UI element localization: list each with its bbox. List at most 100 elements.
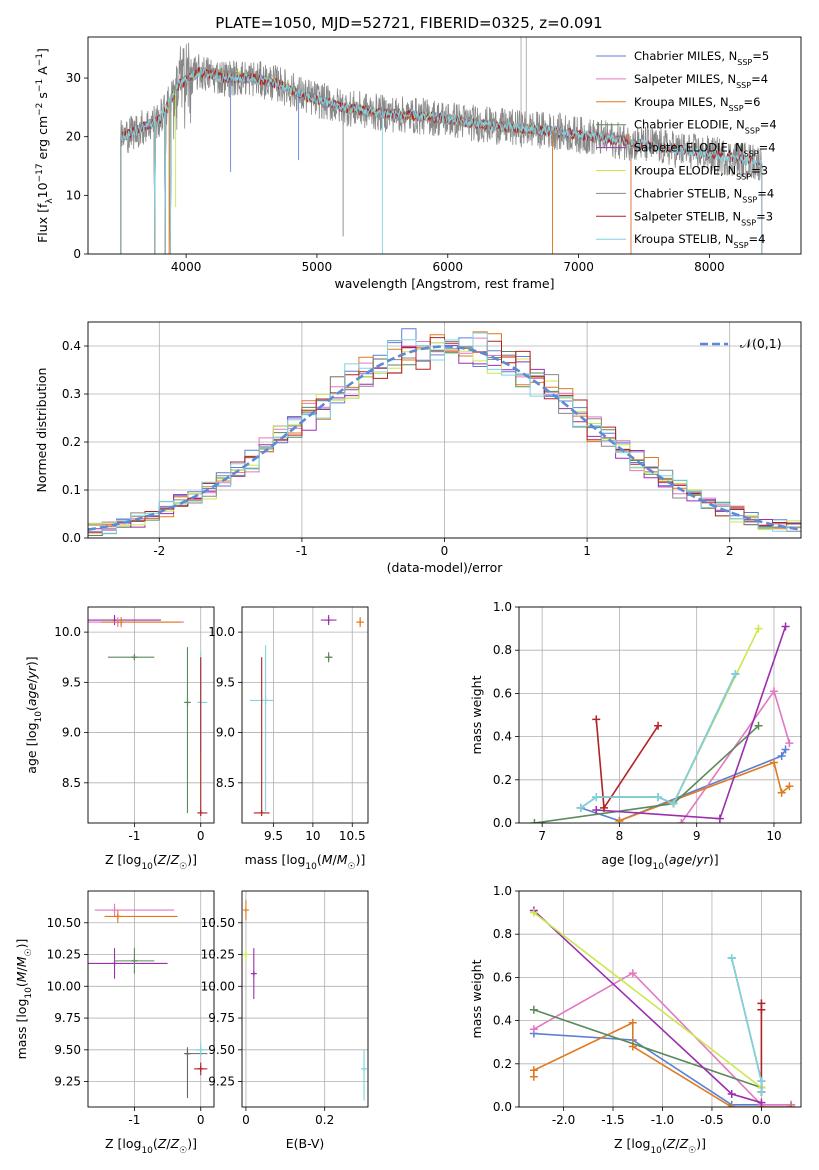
errorbar-marker bbox=[197, 1065, 204, 1072]
weight-point-marker bbox=[769, 687, 778, 696]
y-tick-label: 0.0 bbox=[493, 1100, 512, 1114]
axes-frame bbox=[241, 606, 369, 824]
y-tick-label: 0.8 bbox=[493, 643, 512, 657]
y-tick-label: 9.75 bbox=[208, 1011, 235, 1025]
y-tick-label: 30 bbox=[66, 71, 81, 85]
x-tick-label: -1 bbox=[296, 544, 308, 558]
errorbar-marker bbox=[242, 951, 249, 958]
weight-series-line bbox=[595, 719, 659, 811]
y-tick-label: 9.50 bbox=[208, 1043, 235, 1057]
normal-reference-curve bbox=[88, 345, 801, 531]
errorbar-marker bbox=[111, 907, 118, 914]
y-tick-label: 10.00 bbox=[201, 979, 235, 993]
histogram-series bbox=[88, 332, 801, 537]
legend-entry: Salpeter ELODIE, NSSP=4 bbox=[634, 141, 776, 159]
weight-point-marker bbox=[754, 624, 763, 633]
y-tick-label: 8.5 bbox=[216, 776, 235, 790]
y-tick-label: 0.1 bbox=[62, 483, 81, 497]
weight-series-line bbox=[533, 911, 762, 1089]
y-tick-label: 0.0 bbox=[493, 816, 512, 830]
errorbar-marker bbox=[325, 617, 332, 624]
weight-point-marker bbox=[731, 669, 740, 678]
y-tick-label: 10.50 bbox=[201, 916, 235, 930]
y-tick-label: 0.4 bbox=[493, 1014, 512, 1028]
axes-frame bbox=[518, 890, 802, 1108]
y-tick-label: 9.0 bbox=[216, 726, 235, 740]
weight-point-marker bbox=[530, 819, 539, 823]
y-tick-label: 0 bbox=[73, 247, 81, 261]
weight-point-marker bbox=[777, 752, 786, 761]
weight-point-marker bbox=[654, 721, 663, 730]
errorbar-marker bbox=[184, 1050, 191, 1057]
axes-residuals: -2 -1 0 1 2 0.0 0.1 0.2 0.3 0.4 bbox=[62, 322, 801, 558]
x-tick-label: 2 bbox=[726, 544, 734, 558]
weight-point-marker bbox=[677, 819, 686, 823]
errorbar-marker bbox=[197, 1046, 204, 1053]
x-axis-label: (data-model)/error bbox=[387, 560, 504, 575]
weight-series-line bbox=[730, 957, 763, 1092]
weight-point-marker bbox=[529, 1025, 538, 1034]
x-tick-label: 0 bbox=[441, 544, 449, 558]
axes-spectrum: 4000 5000 6000 7000 8000 0 10 20 30 bbox=[66, 71, 725, 274]
y-tick-label: 10.25 bbox=[47, 948, 81, 962]
weight-point-marker bbox=[592, 793, 601, 802]
y-tick-label: 0.2 bbox=[493, 773, 512, 787]
weight-series-line bbox=[680, 689, 791, 823]
weight-point-marker bbox=[576, 803, 585, 812]
x-tick-label: 0.0 bbox=[752, 1113, 771, 1127]
y-tick-label: 1.0 bbox=[493, 884, 512, 898]
y-tick-label: 20 bbox=[66, 130, 81, 144]
y-tick-label: 8.5 bbox=[62, 776, 81, 790]
y-tick-label: 0.2 bbox=[62, 435, 81, 449]
errorbar-marker bbox=[325, 654, 332, 661]
errorbar-marker bbox=[357, 619, 364, 626]
y-tick-label: 0.6 bbox=[493, 970, 512, 984]
y-tick-label: 10.0 bbox=[54, 625, 81, 639]
x-axis-label: mass [log10(M/M☉)] bbox=[245, 852, 366, 872]
x-tick-label: 9 bbox=[693, 829, 701, 843]
x-tick-label: 0 bbox=[197, 829, 205, 843]
y-tick-label: 0.4 bbox=[493, 730, 512, 744]
legend-entry: Chabrier ELODIE, NSSP=4 bbox=[634, 118, 777, 136]
x-axis-label: Z [log10(Z/Z☉)] bbox=[614, 1136, 706, 1156]
x-tick-label: 0 bbox=[242, 1113, 250, 1127]
legend-entry: Kroupa STELIB, NSSP=4 bbox=[634, 232, 765, 250]
x-tick-label: 7000 bbox=[563, 260, 594, 274]
spectrum-legend: Chabrier MILES, NSSP=5 Salpeter MILES, NS… bbox=[596, 49, 777, 250]
weight_vs_Z-series bbox=[529, 906, 796, 1107]
weight-series-line bbox=[534, 725, 760, 823]
x-tick-label: -2 bbox=[153, 544, 165, 558]
weight-point-marker bbox=[754, 721, 763, 730]
y-axis-label: age [log10(age/yr)] bbox=[24, 656, 44, 773]
weight-point-marker bbox=[781, 745, 790, 754]
y-axis-label: Normed distribution bbox=[34, 368, 49, 493]
y-tick-label: 0.6 bbox=[493, 686, 512, 700]
errorbar-marker bbox=[111, 960, 118, 967]
x-axis-label: age [log10(age/yr)] bbox=[601, 852, 718, 872]
y-tick-label: 9.25 bbox=[208, 1075, 235, 1089]
x-tick-label: -1 bbox=[128, 1113, 140, 1127]
weight-series-line bbox=[596, 626, 787, 820]
y-tick-label: 10.50 bbox=[47, 916, 81, 930]
spectrum-series-line bbox=[120, 67, 763, 254]
spectrum-series-line bbox=[120, 66, 763, 254]
histogram-lines bbox=[88, 328, 801, 537]
weight-point-marker bbox=[781, 622, 790, 631]
y-tick-label: 9.5 bbox=[62, 675, 81, 689]
weight-point-marker bbox=[727, 953, 736, 962]
x-tick-label: 10 bbox=[305, 829, 320, 843]
weight-point-marker bbox=[727, 1103, 736, 1107]
weight-point-marker bbox=[757, 1087, 766, 1096]
y-tick-label: 10 bbox=[66, 188, 81, 202]
axes-frame bbox=[518, 606, 802, 824]
weight-point-marker bbox=[715, 814, 724, 823]
weight-point-marker bbox=[727, 1090, 736, 1099]
legend-entry: Salpeter MILES, NSSP=4 bbox=[634, 72, 768, 90]
axes-frame bbox=[87, 36, 802, 255]
x-tick-label: -0.5 bbox=[700, 1113, 723, 1127]
y-axis-label: mass weight bbox=[469, 675, 484, 754]
mass_vs_Z-errorbars bbox=[88, 903, 208, 1099]
axes-frame bbox=[87, 606, 215, 824]
legend-entry: Chabrier MILES, NSSP=5 bbox=[634, 49, 769, 67]
